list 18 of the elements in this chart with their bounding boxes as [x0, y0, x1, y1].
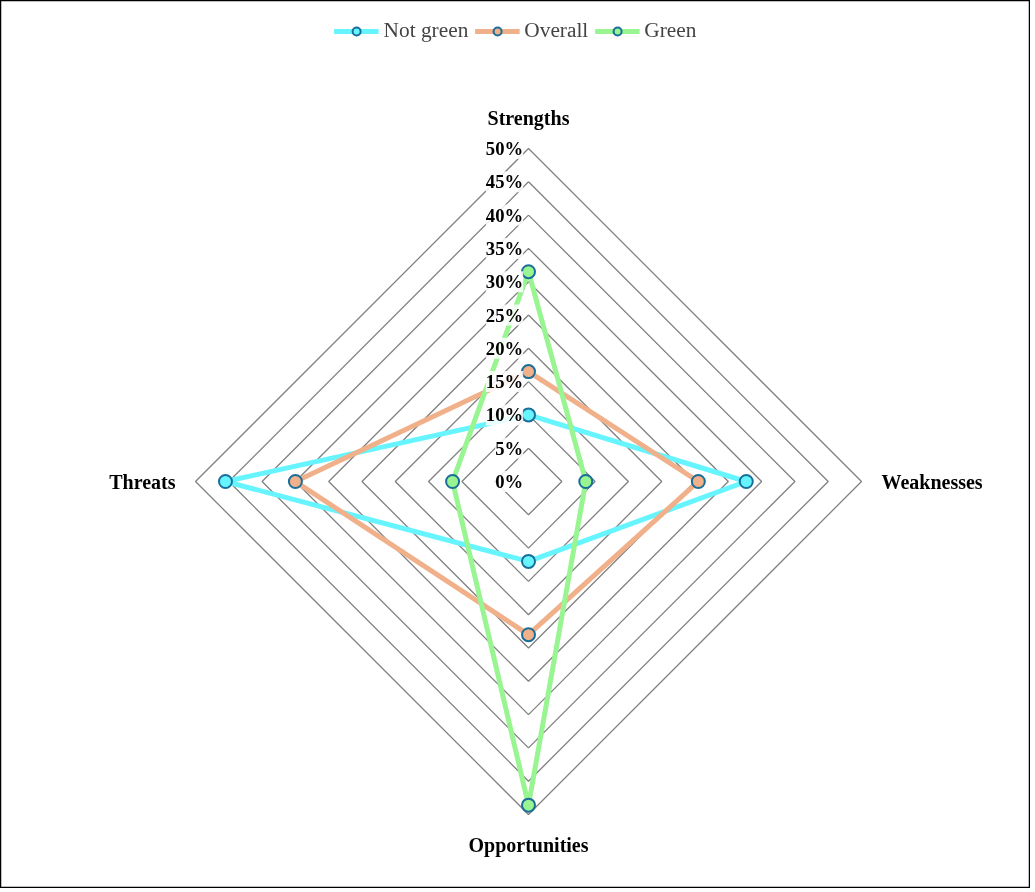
spoke-label: Strengths	[487, 106, 570, 130]
y-tick-label: 10%	[485, 404, 524, 426]
y-tick-label: 20%	[485, 337, 524, 359]
legend-label: Not green	[383, 18, 469, 43]
y-tick-label: 35%	[485, 237, 524, 259]
y-tick-label: 40%	[485, 204, 524, 226]
y-tick-label: 45%	[485, 171, 524, 193]
spoke-label: Weaknesses	[881, 470, 983, 493]
spoke-label: Opportunities	[468, 834, 589, 858]
spoke-label: Threats	[109, 470, 176, 493]
y-tick-label: 5%	[495, 437, 524, 459]
y-tick-label: 25%	[485, 304, 524, 326]
y-tick-label: 0%	[495, 471, 524, 492]
y-tick-label: 15%	[485, 371, 524, 393]
y-tick-label: 30%	[485, 271, 524, 293]
y-tick-label: 50%	[485, 138, 524, 159]
legend-label: Overall	[524, 18, 589, 43]
legend-label: Green	[644, 18, 697, 43]
